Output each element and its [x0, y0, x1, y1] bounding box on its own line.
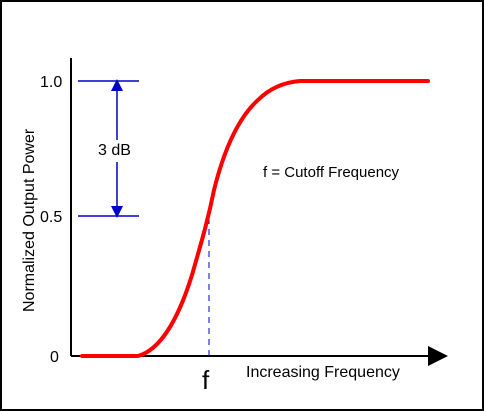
y-axis-label: Normalized Output Power	[21, 128, 38, 312]
response-curve	[80, 79, 430, 358]
x-axis-label: Increasing Frequency	[246, 364, 400, 381]
y-tick-label-0-5: 0.5	[40, 209, 62, 226]
dimension-label: 3 dB	[98, 142, 131, 159]
cutoff-marker: f	[202, 365, 210, 395]
legend-note: f = Cutoff Frequency	[263, 164, 400, 181]
y-tick-label-0: 0	[50, 349, 59, 366]
y-tick-label-1: 1.0	[40, 74, 62, 91]
